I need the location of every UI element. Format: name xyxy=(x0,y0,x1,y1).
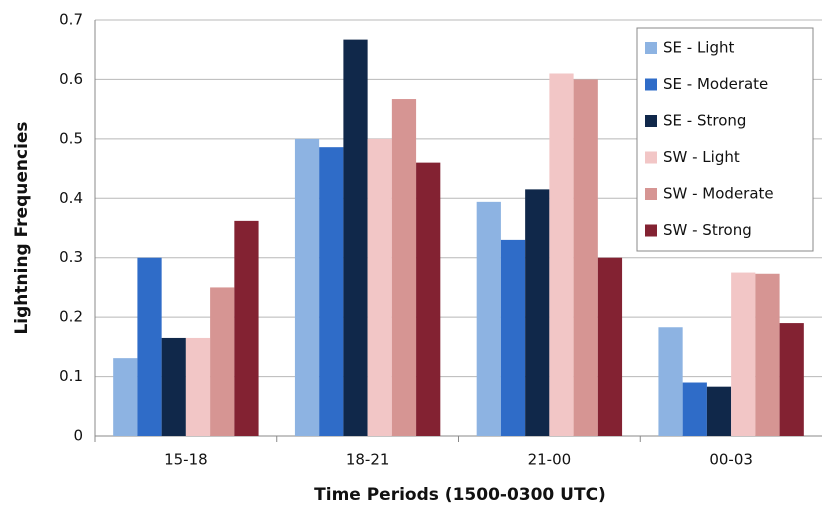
legend-label: SE - Strong xyxy=(663,112,746,130)
bar xyxy=(113,358,138,436)
legend-swatch xyxy=(645,115,657,127)
bar xyxy=(549,73,574,436)
legend-box xyxy=(636,27,814,252)
y-tick-label: 0.1 xyxy=(59,367,83,385)
bar xyxy=(755,273,780,436)
x-axis-label: Time Periods (1500-0300 UTC) xyxy=(314,485,606,505)
legend-label: SW - Strong xyxy=(663,221,752,239)
legend-label: SW - Light xyxy=(663,148,740,166)
y-tick-label: 0.3 xyxy=(59,248,83,266)
x-tick-label: 00-03 xyxy=(709,451,753,469)
bar xyxy=(416,162,441,436)
bar xyxy=(706,386,732,436)
y-tick-label: 0 xyxy=(73,427,83,445)
bar xyxy=(525,189,550,436)
bar xyxy=(597,257,623,436)
x-tick-label: 18-21 xyxy=(346,451,390,469)
bar xyxy=(137,257,162,436)
legend-swatch xyxy=(645,78,657,91)
x-tick-label: 15-18 xyxy=(164,451,208,469)
legend-swatch xyxy=(645,224,657,237)
bar xyxy=(234,220,259,436)
bar xyxy=(367,138,392,436)
bar xyxy=(391,99,417,436)
y-tick-label: 0.6 xyxy=(59,70,83,88)
bar xyxy=(500,239,526,436)
bar xyxy=(185,337,211,436)
bar xyxy=(343,39,368,437)
bar xyxy=(682,382,707,436)
bar xyxy=(294,138,320,436)
bar xyxy=(658,327,683,436)
legend-swatch xyxy=(645,42,657,54)
y-tick-label: 0.5 xyxy=(59,129,83,147)
bar xyxy=(779,323,804,436)
x-tick-label: 21-00 xyxy=(528,451,572,469)
y-tick-label: 0.4 xyxy=(59,189,83,207)
legend-label: SE - Moderate xyxy=(663,75,768,93)
y-tick-label: 0.2 xyxy=(59,308,83,326)
bar xyxy=(210,287,235,436)
bar xyxy=(161,337,186,436)
bar xyxy=(731,272,756,436)
legend-label: SW - Moderate xyxy=(663,185,774,203)
legend-label: SE - Light xyxy=(663,39,735,57)
y-tick-label: 0.7 xyxy=(59,11,83,29)
bar xyxy=(573,79,598,436)
bar xyxy=(476,201,501,436)
legend-swatch xyxy=(645,151,657,164)
y-axis-label: Lightning Frequencies xyxy=(12,121,32,334)
bar xyxy=(319,147,344,437)
legend-swatch xyxy=(645,188,657,200)
